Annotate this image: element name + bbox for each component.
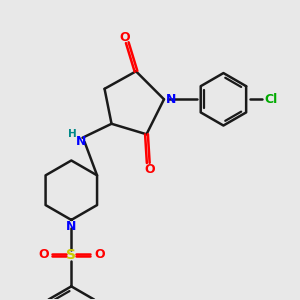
Text: H: H bbox=[68, 129, 76, 139]
Text: O: O bbox=[119, 31, 130, 44]
Text: N: N bbox=[166, 93, 176, 106]
Text: O: O bbox=[38, 248, 49, 261]
Text: O: O bbox=[94, 248, 105, 261]
Text: O: O bbox=[145, 163, 155, 176]
Text: Cl: Cl bbox=[265, 93, 278, 106]
Text: S: S bbox=[66, 248, 76, 262]
Text: N: N bbox=[66, 220, 76, 233]
Text: N: N bbox=[76, 135, 86, 148]
